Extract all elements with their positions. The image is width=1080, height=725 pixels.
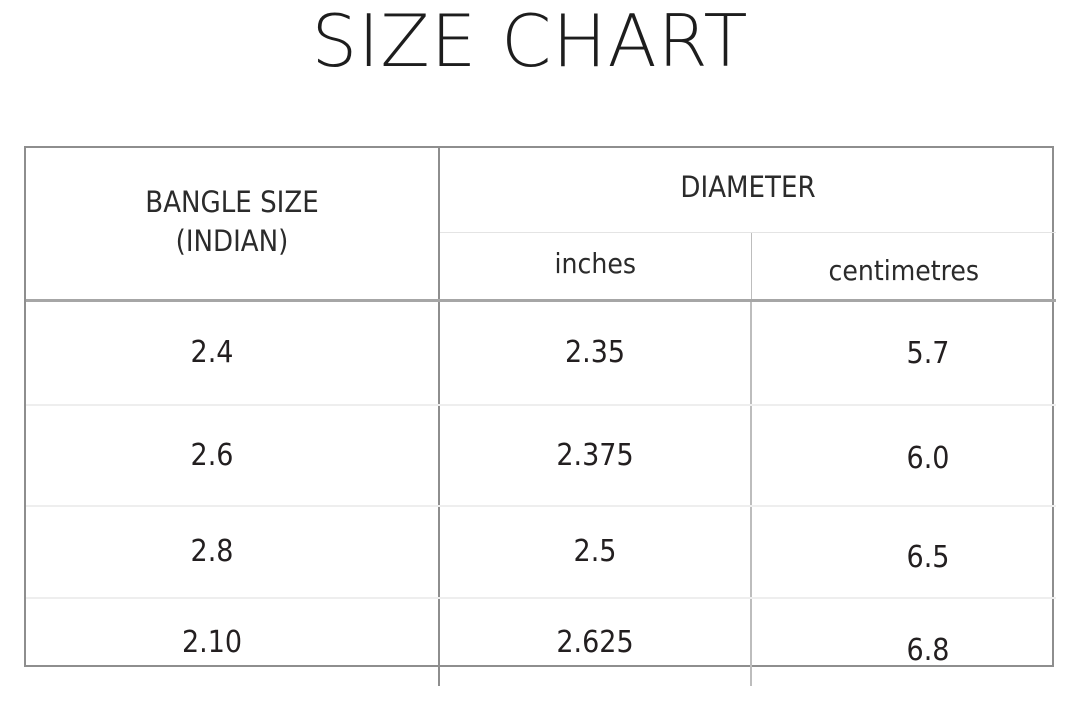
size-chart-table-container: BANGLE SIZE (INDIAN) DIAMETER inches cen…: [24, 146, 1057, 686]
cell-centimetres: 5.7: [751, 300, 1057, 406]
column-header-inches: inches: [439, 232, 752, 302]
cell-inches: 2.375: [439, 404, 752, 507]
table-row: 2.6 2.375 6.0: [26, 404, 1057, 507]
bangle-size-label-line1: BANGLE SIZE: [145, 185, 319, 220]
table-row: 2.8 2.5 6.5: [26, 505, 1057, 599]
cell-inches: 2.625: [439, 597, 752, 686]
size-chart-table: BANGLE SIZE (INDIAN) DIAMETER inches cen…: [26, 148, 1057, 686]
cell-centimetres: 6.5: [751, 505, 1057, 599]
header-row-secondary: inches centimetres: [26, 232, 1057, 302]
cell-bangle-size: 2.4: [26, 300, 440, 406]
table-body: 2.4 2.35 5.7 2.6 2.375 6.0 2.8 2.5 6.5 2…: [26, 300, 1057, 686]
column-header-bangle-size: BANGLE SIZE (INDIAN): [26, 148, 440, 302]
table-header: BANGLE SIZE (INDIAN) DIAMETER inches cen…: [26, 148, 1057, 302]
cell-bangle-size: 2.8: [26, 505, 440, 599]
cell-bangle-size: 2.6: [26, 404, 440, 507]
cell-inches: 2.5: [439, 505, 752, 599]
cell-centimetres: 6.8: [906, 632, 950, 668]
table-row: 2.10 2.625 6.8: [26, 597, 1056, 686]
page-title: SIZE CHART: [311, 0, 749, 83]
cell-inches: 2.35: [439, 300, 752, 406]
cell-centimetres: 6.0: [751, 404, 1057, 507]
column-header-centimetres: centimetres: [751, 232, 1057, 302]
header-row-primary: BANGLE SIZE (INDIAN) DIAMETER: [26, 148, 1057, 302]
table-row: 2.4 2.35 5.7: [26, 300, 1057, 406]
cell-bangle-size: 2.10: [26, 597, 440, 686]
bangle-size-label-line2: (INDIAN): [175, 223, 289, 258]
column-header-diameter: DIAMETER: [439, 148, 1057, 233]
